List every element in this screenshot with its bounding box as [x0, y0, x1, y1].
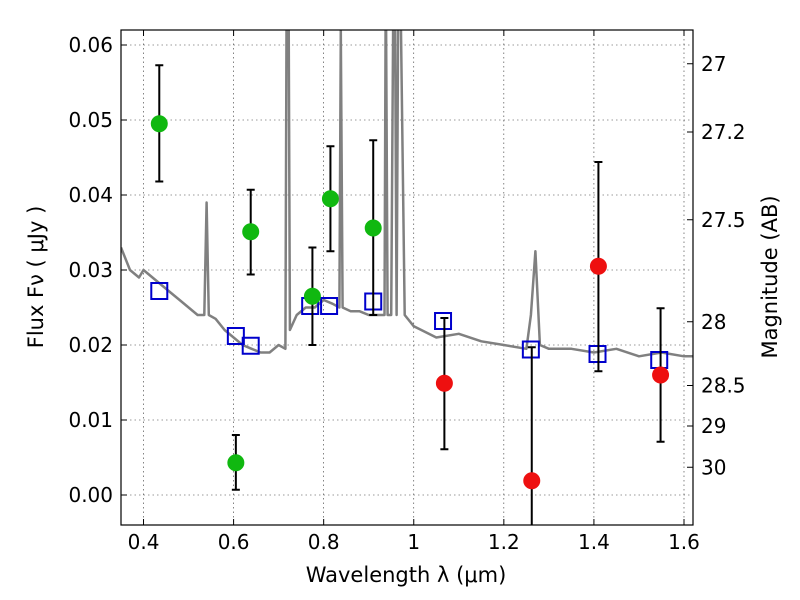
right-tick-label: 27.5	[701, 208, 746, 232]
red-point	[523, 472, 541, 490]
right-tick-label: 29	[701, 414, 726, 438]
detection-point	[150, 115, 168, 133]
plot-area	[121, 30, 693, 525]
x-tick-label: 1.2	[488, 530, 520, 554]
detection-point	[303, 287, 321, 305]
x-tick-label: 0.6	[218, 530, 250, 554]
x-tick-label: 0.4	[128, 530, 160, 554]
y-tick-label: 0.00	[68, 483, 113, 507]
grid	[121, 30, 693, 525]
x-tick-label: 1.6	[668, 530, 700, 554]
y-tick-label: 0.01	[68, 408, 113, 432]
y-tick-label: 0.04	[68, 183, 113, 207]
y-tick-label: 0.05	[68, 108, 113, 132]
model-photometry-square	[241, 336, 260, 355]
red-point	[589, 257, 607, 275]
detection-point	[242, 223, 260, 241]
plot-frame	[120, 29, 694, 526]
model-photometry-square	[320, 297, 339, 315]
right-tick-label: 30	[701, 455, 726, 479]
right-tick-label: 28.5	[701, 374, 746, 398]
right-tick-label: 27	[701, 52, 726, 76]
error-bars	[150, 64, 670, 525]
red-point	[652, 366, 670, 384]
axis-ticks: 0.4 0.6 0.8 1 1.2 1.4 1.6 0.00 0.01 0.02 0.03 0.04 0…	[68, 30, 746, 554]
data-layer	[121, 30, 693, 358]
right-tick-label: 27.2	[701, 120, 746, 144]
spectrum-line	[121, 30, 693, 358]
model-photometry-square	[434, 312, 453, 330]
red-point	[435, 374, 453, 392]
x-tick-label: 0.8	[308, 530, 340, 554]
right-y-axis-label: Magnitude (AB)	[758, 195, 782, 358]
y-tick-label: 0.03	[68, 258, 113, 282]
y-tick-label: 0.02	[68, 333, 113, 357]
right-tick-label: 28	[701, 310, 726, 334]
detection-point	[227, 454, 245, 472]
x-tick-label: 1	[407, 530, 420, 554]
x-axis-label: Wavelength λ (μm)	[306, 563, 507, 587]
detection-point	[364, 219, 382, 237]
detection-point	[321, 190, 339, 208]
y-tick-label: 0.06	[68, 33, 113, 57]
model-photometry-square	[226, 327, 245, 345]
x-tick-label: 1.4	[578, 530, 610, 554]
model-photometry-square	[150, 282, 169, 300]
y-axis-label: Flux Fν ( μJy )	[24, 206, 48, 349]
